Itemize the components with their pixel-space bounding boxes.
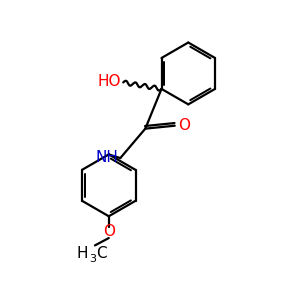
- Text: C: C: [96, 246, 107, 261]
- Text: 3: 3: [89, 254, 96, 264]
- Text: H: H: [77, 246, 88, 261]
- Text: O: O: [103, 224, 116, 239]
- Text: HO: HO: [98, 74, 121, 89]
- Text: NH: NH: [95, 150, 118, 165]
- Text: O: O: [178, 118, 190, 133]
